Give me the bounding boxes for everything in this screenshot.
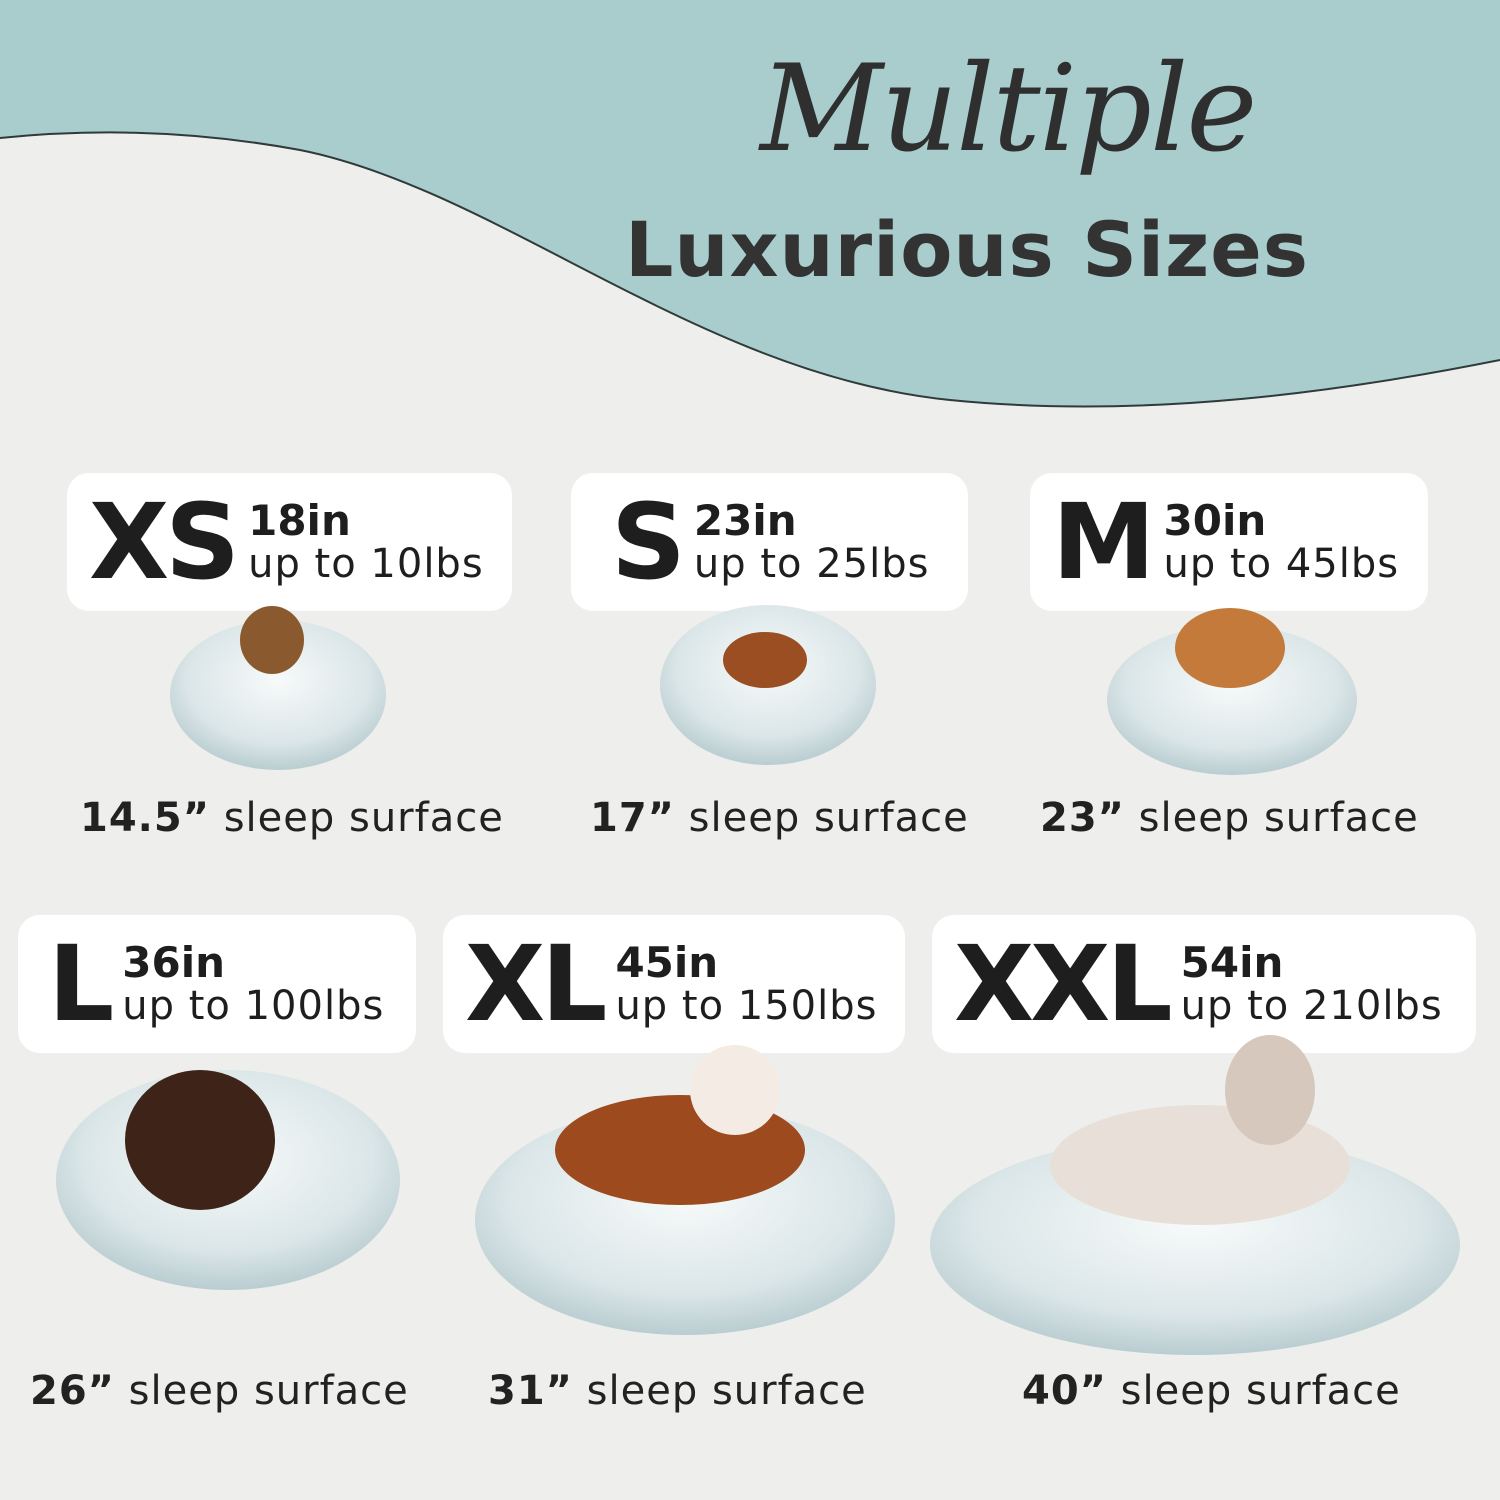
size-length: 54in [1180,937,1284,987]
size-letter: M [1052,481,1155,603]
size-length: 36in [122,937,226,987]
size-weight: up to 150lbs [615,983,878,1030]
size-card-l: L 36in up to 100lbs [18,915,416,1053]
size-card-s: S 23in up to 25lbs [571,473,968,611]
size-letter: XL [465,923,607,1045]
title-script: Multiple [760,40,1257,179]
size-card-m: M 30in up to 45lbs [1030,473,1428,611]
size-card-xs: XS 18in up to 10lbs [67,473,512,611]
size-weight: up to 25lbs [693,541,930,588]
size-weight: up to 10lbs [248,541,484,588]
size-weight: up to 210lbs [1180,983,1443,1030]
surface-caption-l: 26” sleep surface [30,1368,409,1414]
size-letter: XS [89,481,240,603]
size-length: 18in [248,495,351,545]
size-card-xxl: XXL 54in up to 210lbs [932,915,1476,1053]
size-card-xl: XL 45in up to 150lbs [443,915,905,1053]
size-letter: S [611,481,686,603]
surface-caption-s: 17” sleep surface [590,795,969,841]
size-length: 45in [615,937,719,987]
surface-caption-xl: 31” sleep surface [488,1368,867,1414]
size-length: 23in [693,495,797,545]
size-letter: XXL [954,923,1173,1045]
size-letter: L [48,923,114,1045]
size-length: 30in [1163,495,1267,545]
surface-caption-xxl: 40” sleep surface [1022,1368,1401,1414]
surface-caption-m: 23” sleep surface [1040,795,1419,841]
size-weight: up to 100lbs [122,983,385,1030]
title-bold: Luxurious Sizes [625,205,1310,294]
size-weight: up to 45lbs [1163,541,1400,588]
surface-caption-xs: 14.5” sleep surface [80,795,504,841]
